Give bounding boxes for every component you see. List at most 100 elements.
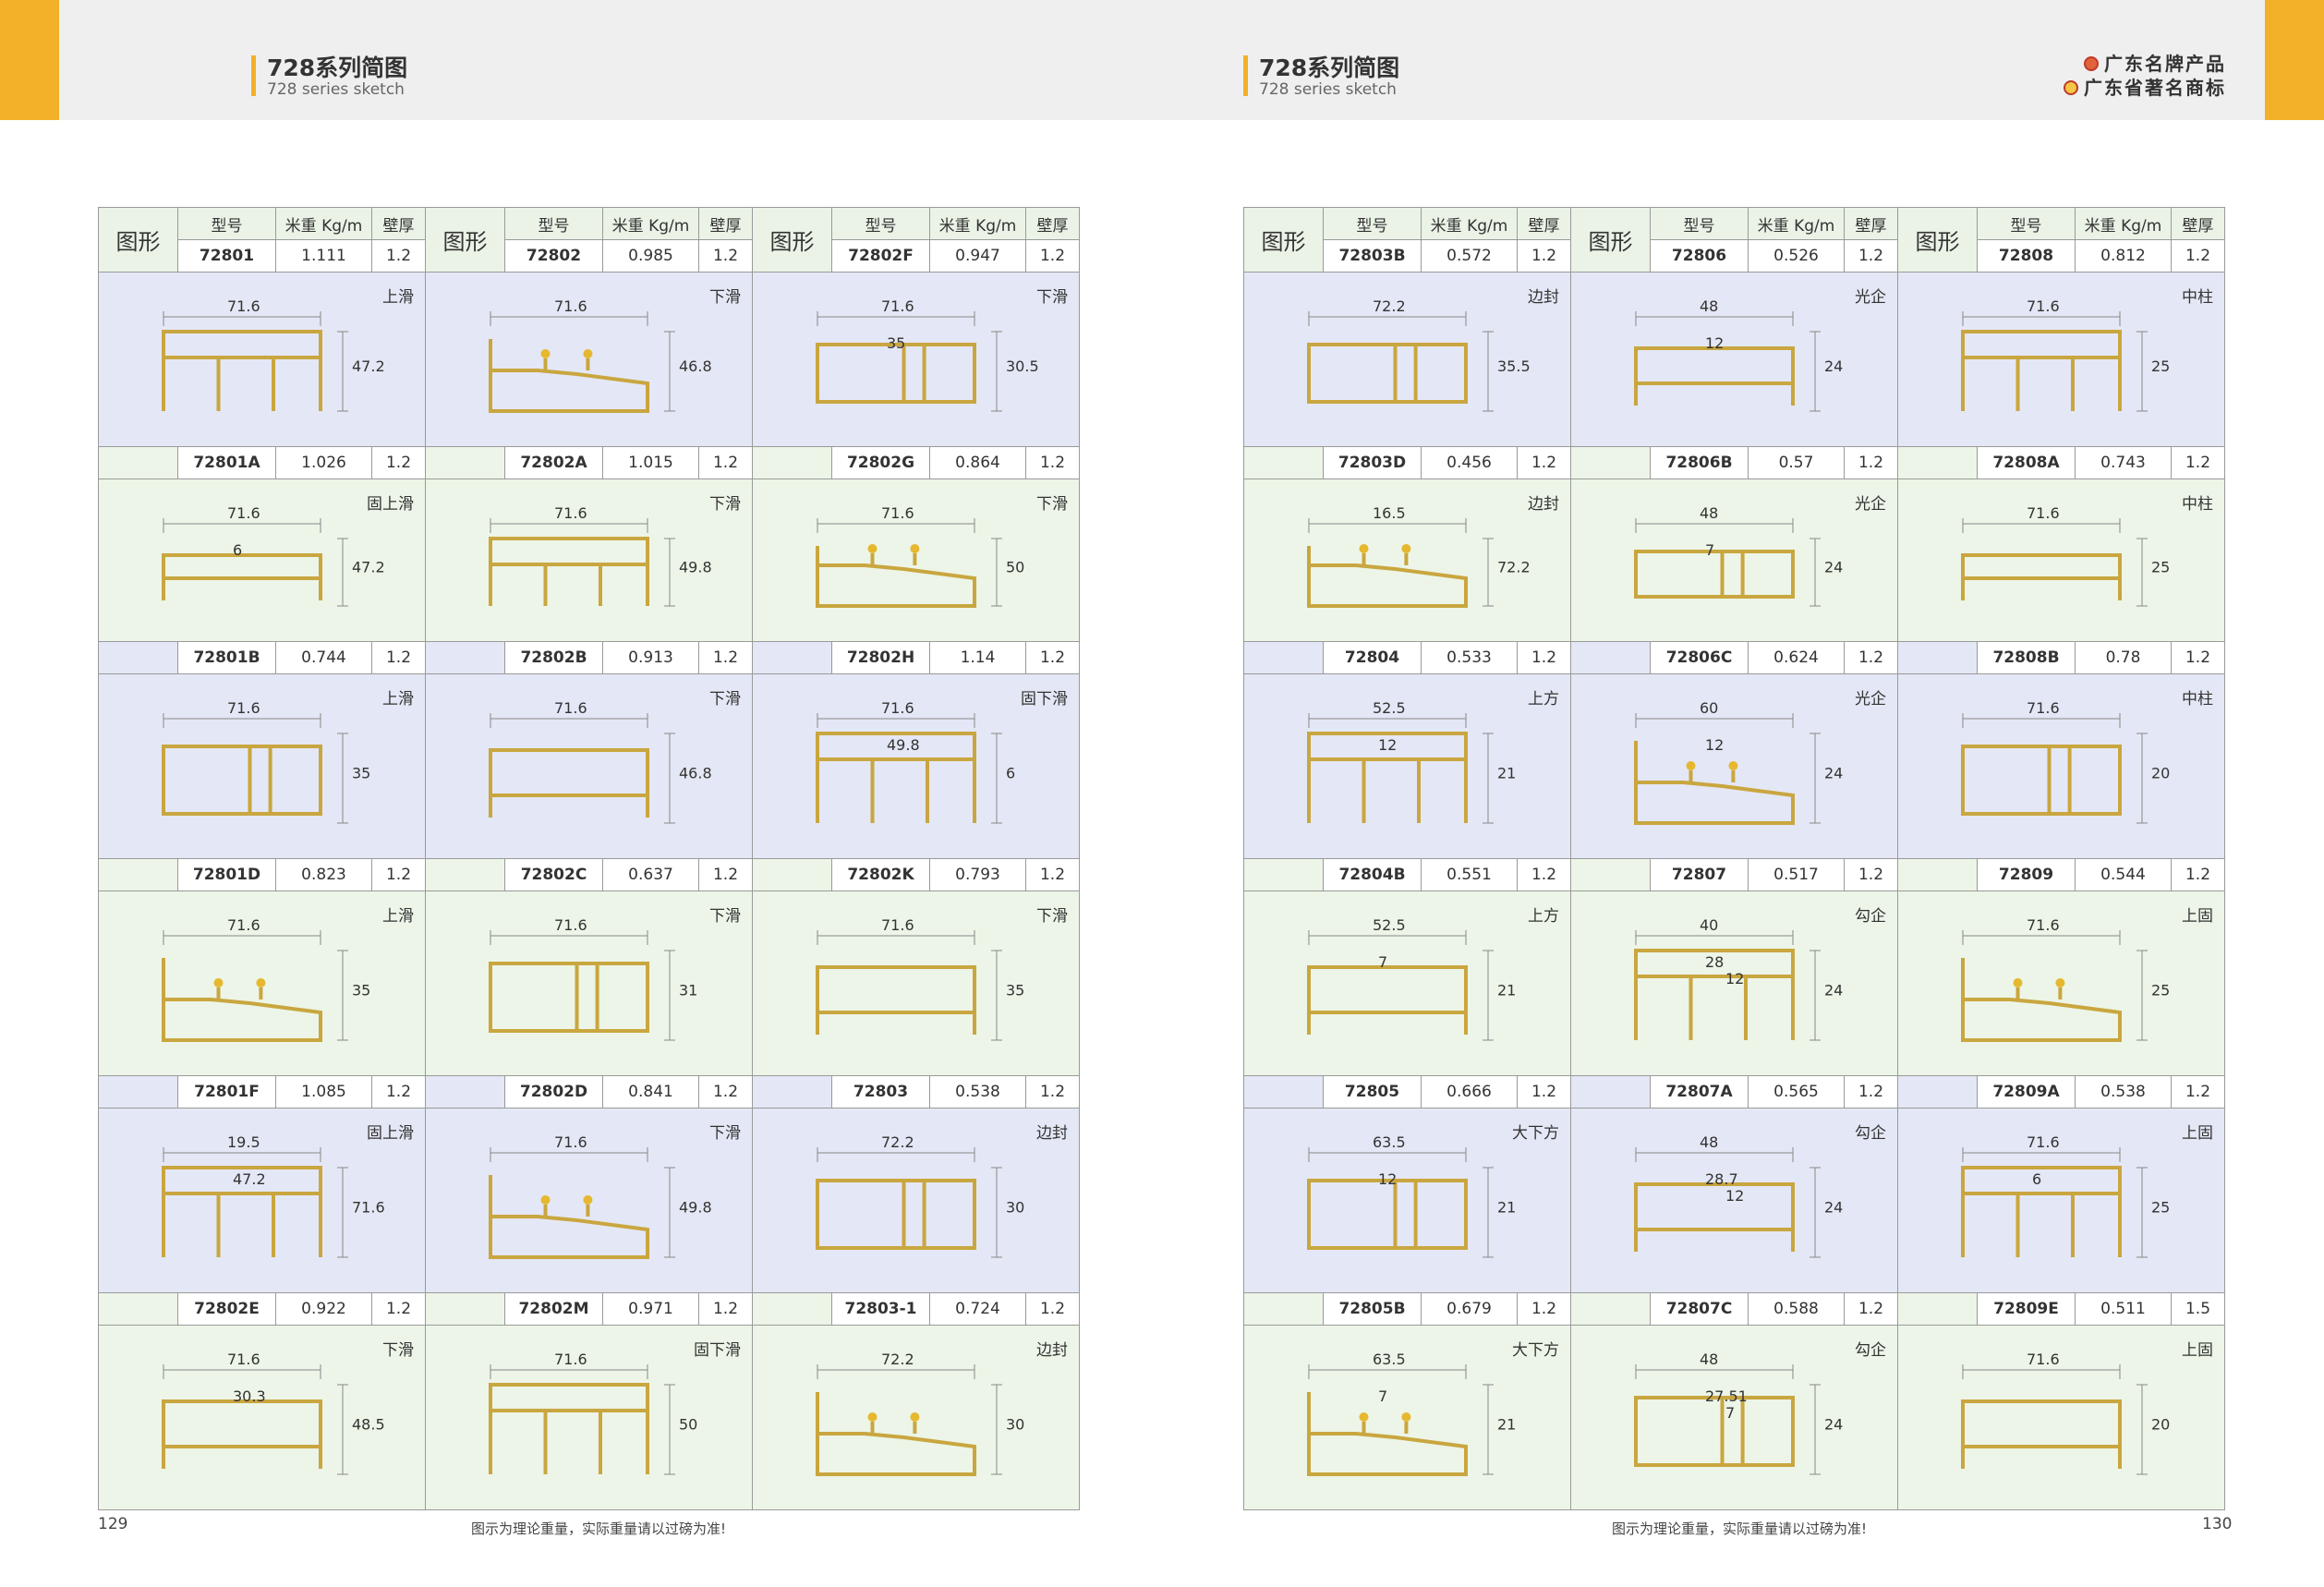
dimension-label: 71.6	[2027, 1133, 2060, 1151]
blank-cell	[752, 1292, 832, 1326]
sketch-wrap: 勾企 48 28.7 12 24	[1572, 1109, 1897, 1292]
profile-description: 上方	[1528, 907, 1559, 926]
unit-weight: 0.724	[929, 1292, 1026, 1326]
wall-thickness: 1.2	[1844, 1075, 1898, 1108]
profile-sketch: 71.6 35 30.5	[816, 297, 1039, 412]
page-title: 728系列简图	[267, 55, 408, 81]
dimension-line-height	[337, 733, 348, 824]
sketch-wrap: 固下滑 71.6 49.8 6	[754, 675, 1079, 858]
unit-weight: 0.57	[1748, 446, 1845, 479]
dimension-line-width	[490, 518, 648, 533]
profile-outline	[489, 962, 649, 1033]
profile-description: 勾企	[1855, 907, 1886, 926]
unit-weight: 0.538	[2075, 1075, 2172, 1108]
dimension-line-height	[991, 331, 1002, 412]
table-header-row: 图形 型号 米重 Kg/m 壁厚 图形 型号 米重 Kg/m 壁厚 图形 型号 米重 Kg/m 壁厚	[1243, 207, 2225, 273]
profile-outline	[1961, 958, 2122, 1042]
dimension-label: 16.5	[1373, 504, 1406, 522]
dimension-label: 6	[1006, 765, 1015, 782]
wall-thickness: 1.2	[1025, 1075, 1080, 1108]
dimension-label: 21	[1497, 1199, 1516, 1217]
profile-sketch: 60 12 24	[1634, 699, 1843, 825]
weight-header: 米重 Kg/m	[1421, 207, 1518, 240]
model-header: 型号	[1977, 207, 2076, 240]
dimension-label: 12	[1705, 334, 1724, 352]
model-code: 72807A	[1650, 1075, 1749, 1108]
thickness-header: 壁厚	[1844, 207, 1898, 240]
dimension-line-width	[1635, 1147, 1794, 1162]
blank-cell	[1897, 858, 1978, 891]
blank-cell	[98, 641, 178, 674]
dimension-line-height	[1810, 1384, 1821, 1475]
profile-outline	[162, 330, 322, 411]
profile-sketch: 48 7 24	[1634, 504, 1843, 607]
dimension-label: 49.8	[679, 559, 712, 576]
profile-sketch-cell: 上滑 71.6 47.2	[98, 272, 426, 447]
dimension-line-height	[2136, 538, 2148, 607]
dimension-label: 49.8	[679, 1199, 712, 1217]
dimension-label: 71.6	[227, 699, 260, 717]
table-row: 72805 0.666 1.2 72807A 0.565 1.2 72809A 0.538 1.…	[1243, 1075, 2225, 1108]
model-code: 72801A	[177, 446, 276, 479]
dimension-line-height	[337, 538, 348, 607]
profile-description: 大下方	[1512, 1341, 1559, 1360]
profile-sketch-cell: 下滑 71.6 49.8	[425, 1108, 753, 1293]
figure-header: 图形	[1570, 207, 1651, 273]
profile-outline	[162, 958, 322, 1042]
model-code: 72802B	[504, 641, 603, 674]
profile-sketch-cell: 边封 16.5 72.2	[1243, 479, 1571, 642]
dimension-line-width	[817, 518, 975, 533]
dimension-label: 48	[1700, 1351, 1718, 1368]
wall-thickness: 1.2	[2171, 858, 2225, 891]
profile-table-left: 图形 型号 米重 Kg/m 壁厚 图形 型号 米重 Kg/m 壁厚 图形 型号 米重 Kg/m 壁厚 7…	[98, 207, 1080, 1510]
dimension-label: 71.6	[227, 916, 260, 934]
left-accent-tab	[0, 0, 59, 120]
profile-sketch-cell: 下滑 71.6 50	[752, 479, 1080, 642]
profile-sketch-cell: 大下方 63.5 12 21	[1243, 1108, 1571, 1293]
dimension-line-width	[490, 930, 648, 945]
model-code: 72809A	[1977, 1075, 2076, 1108]
profile-sketch-cell: 上固 71.6 20	[1897, 1325, 2225, 1510]
sketch-wrap: 勾企 48 27.51 7 24	[1572, 1327, 1897, 1509]
wall-thickness: 1.5	[2171, 1292, 2225, 1326]
profile-knob	[1359, 544, 1369, 553]
dimension-line-width	[1635, 518, 1794, 533]
profile-sketch-cell: 边封 72.2 30	[752, 1108, 1080, 1293]
dimension-label: 6	[233, 541, 242, 559]
dimension-line-height	[664, 950, 675, 1041]
wall-thickness: 1.2	[1025, 858, 1080, 891]
wall-thickness: 1.2	[371, 858, 426, 891]
profile-outline	[489, 748, 649, 818]
profile-sketch-cell: 上方 52.5 7 21	[1243, 890, 1571, 1076]
profile-sketch: 71.6 6 47.2	[162, 504, 385, 607]
dimension-line-width	[1962, 518, 2121, 533]
profile-sketch: 16.5 72.2	[1307, 504, 1531, 608]
dimension-line-height	[1810, 1167, 1821, 1258]
profile-knob	[910, 544, 920, 553]
model-code: 72809	[1977, 858, 2076, 891]
dimension-line-width	[163, 713, 321, 728]
profile-description: 中柱	[2182, 288, 2213, 307]
profile-description: 边封	[1036, 1341, 1068, 1360]
figure-header: 图形	[752, 207, 832, 273]
dimension-line-height	[664, 733, 675, 824]
dimension-line-height	[1483, 733, 1494, 824]
profile-sketch-cell: 上滑 71.6 35	[98, 673, 426, 859]
sketch-wrap: 光企 60 12 24	[1572, 675, 1897, 858]
model-header: 型号	[504, 207, 603, 240]
dimension-line-height	[1810, 331, 1821, 412]
dimension-line-height	[2136, 950, 2148, 1041]
dimension-label: 30	[1006, 1199, 1024, 1217]
dimension-label: 25	[2151, 357, 2170, 375]
table-row: 72803B 0.572 1.2 72806 0.526 1.2 72808 0.812 1.2	[1244, 239, 2225, 273]
dimension-label: 25	[2151, 982, 2170, 999]
profile-sketch: 52.5 7 21	[1307, 916, 1516, 1041]
dimension-label: 21	[1497, 982, 1516, 999]
dimension-label: 71.6	[881, 297, 914, 315]
model-code: 72802F	[831, 239, 930, 273]
profile-sketch-cell: 固上滑 71.6 6 47.2	[98, 479, 426, 642]
dimension-line-width	[1635, 1364, 1794, 1379]
dimension-label: 7	[1705, 541, 1714, 559]
profile-description: 边封	[1528, 288, 1559, 307]
profile-description: 上滑	[382, 907, 414, 926]
